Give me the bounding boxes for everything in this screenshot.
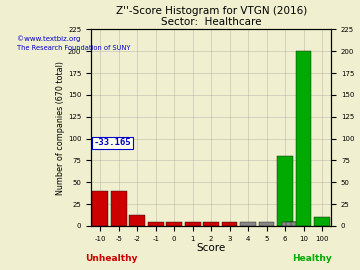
Bar bbox=[259, 222, 274, 226]
Bar bbox=[185, 222, 201, 226]
Bar bbox=[222, 222, 238, 226]
Bar bbox=[277, 156, 293, 226]
Bar bbox=[7, 29, 23, 226]
Bar bbox=[287, 222, 302, 226]
Bar bbox=[203, 221, 219, 226]
Text: The Research Foundation of SUNY: The Research Foundation of SUNY bbox=[17, 45, 131, 51]
Bar bbox=[291, 222, 307, 226]
Bar bbox=[148, 222, 163, 226]
Bar bbox=[282, 222, 297, 226]
Text: -33.165: -33.165 bbox=[94, 139, 131, 147]
Text: Healthy: Healthy bbox=[292, 254, 332, 263]
Bar bbox=[314, 217, 330, 226]
Y-axis label: Number of companies (670 total): Number of companies (670 total) bbox=[56, 60, 65, 195]
Text: ©www.textbiz.org: ©www.textbiz.org bbox=[17, 35, 81, 42]
Bar bbox=[129, 215, 145, 226]
X-axis label: Score: Score bbox=[197, 243, 226, 253]
Bar bbox=[296, 51, 311, 226]
Bar bbox=[93, 191, 108, 226]
Bar bbox=[240, 222, 256, 226]
Title: Z''-Score Histogram for VTGN (2016)
Sector:  Healthcare: Z''-Score Histogram for VTGN (2016) Sect… bbox=[116, 6, 307, 27]
Text: Unhealthy: Unhealthy bbox=[85, 254, 138, 263]
Bar bbox=[111, 191, 127, 226]
Bar bbox=[166, 222, 182, 226]
